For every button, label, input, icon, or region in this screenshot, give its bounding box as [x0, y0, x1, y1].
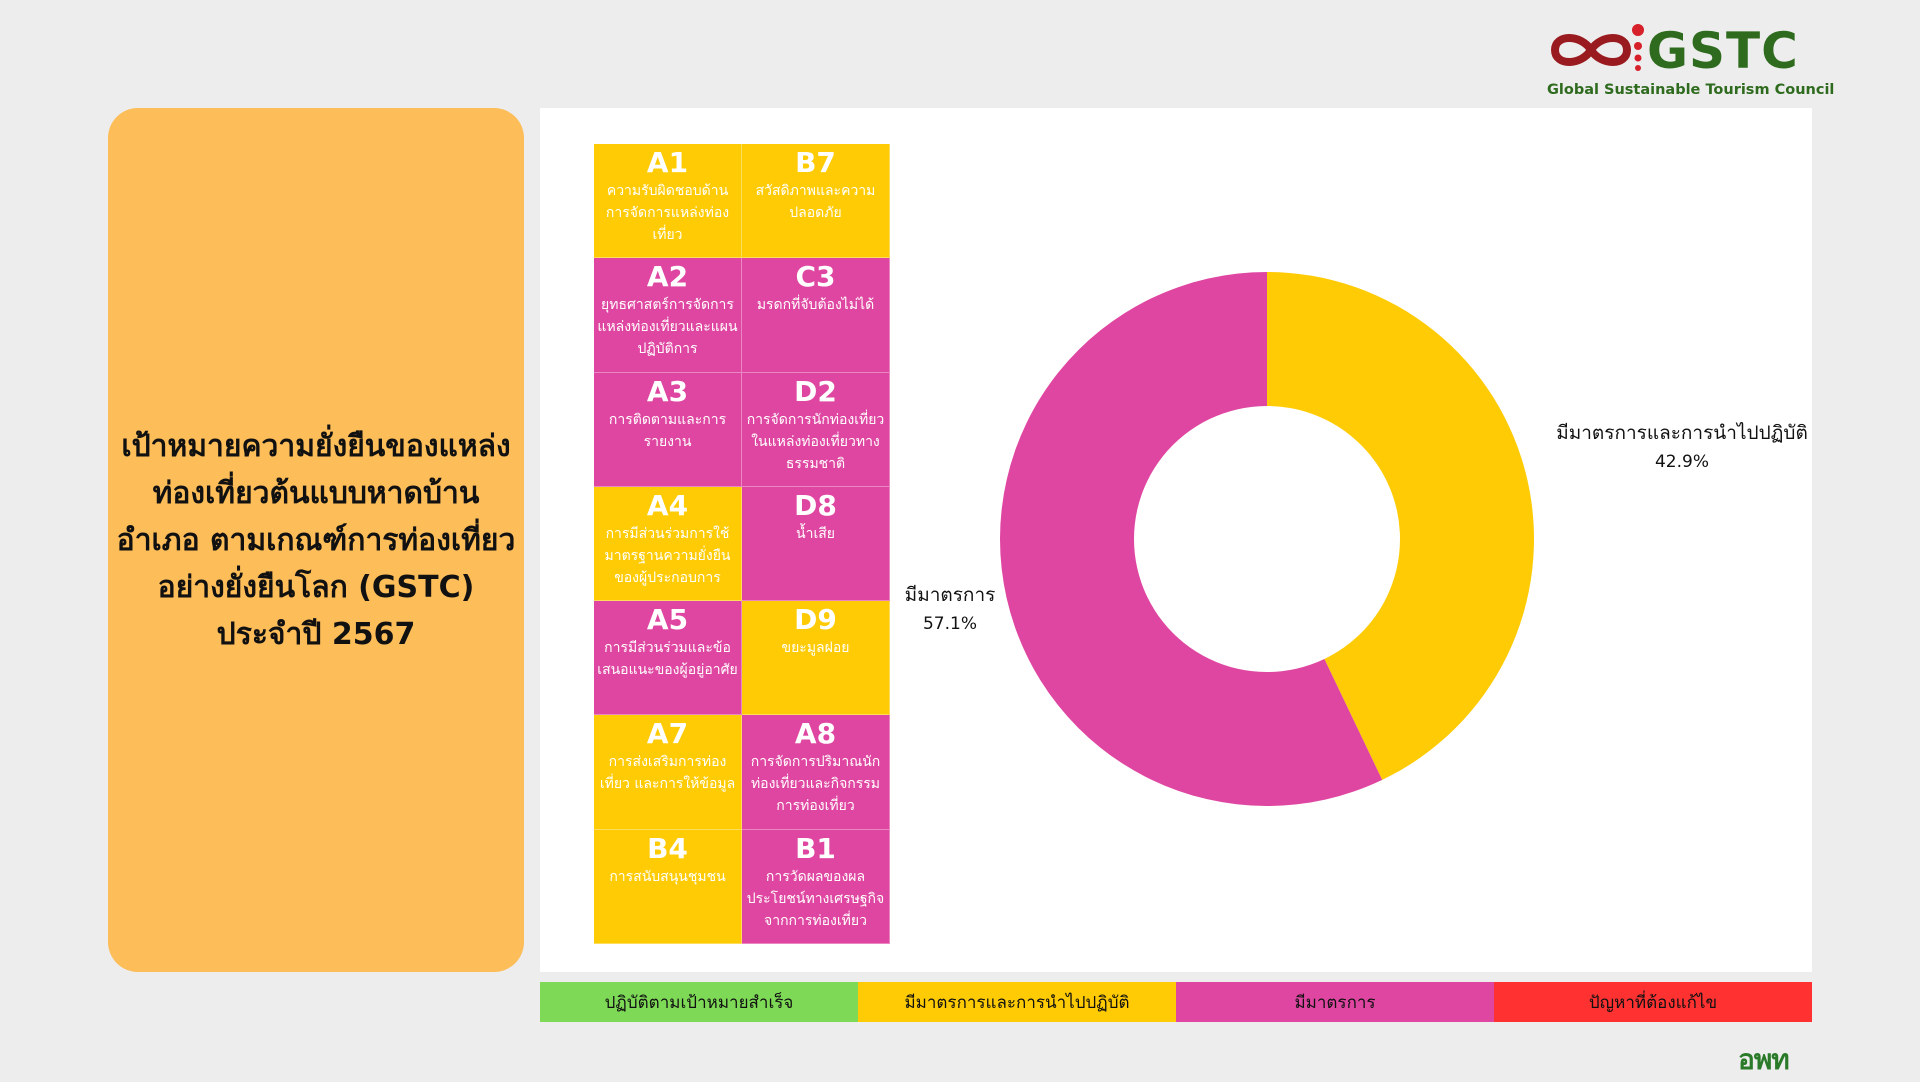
gstc-logo: GSTC Global Sustainable Tourism Council: [1545, 22, 1834, 102]
criterion-label: สวัสดิภาพและความปลอดภัย: [755, 183, 876, 221]
legend-item: มีมาตรการและการนำไปปฏิบัติ: [858, 982, 1176, 1022]
criterion-code: D8: [794, 488, 837, 522]
page-title: เป้าหมายความยั่งยืนของแหล่งท่องเที่ยวต้น…: [116, 428, 516, 652]
criterion-cell: A5 การมีส่วนร่วมและข้อเสนอแนะของผู้อยู่อา…: [594, 601, 742, 716]
criterion-cell: D9 ขยะมูลฝอย: [742, 601, 890, 716]
title-card: เป้าหมายความยั่งยืนของแหล่งท่องเที่ยวต้น…: [108, 108, 524, 972]
slice-value-label: 57.1%: [923, 614, 977, 634]
criterion-code: A4: [646, 488, 689, 522]
donut-slice: [1000, 272, 1383, 806]
criterion-label: น้ำเสีย: [796, 525, 835, 542]
criterion-cell: A7 การส่งเสริมการท่องเที่ยว และการให้ข้อม…: [594, 715, 742, 830]
criterion-label: ยุทธศาสตร์การจัดการแหล่งท่องเที่ยวและแผน…: [597, 297, 738, 358]
criterion-cell: A1 ความรับผิดชอบด้านการจัดการแหล่งท่องเที…: [594, 144, 742, 259]
criterion-cell: D8 น้ำเสีย: [742, 486, 890, 602]
criterion-cell: A8 การจัดการปริมาณนักท่องเที่ยวและกิจกรรม…: [742, 715, 890, 830]
logo-tagline: Global Sustainable Tourism Council: [1547, 82, 1835, 98]
slice-label: มีมาตรการ: [905, 584, 996, 606]
criterion-cell: B7 สวัสดิภาพและความปลอดภัย: [742, 144, 890, 259]
criteria-grid: A1 ความรับผิดชอบด้านการจัดการแหล่งท่องเที…: [594, 144, 890, 944]
logo-wordmark: GSTC: [1647, 22, 1799, 80]
legend-item: ปฏิบัติตามเป้าหมายสำเร็จ: [540, 982, 858, 1022]
criterion-label: การจัดการปริมาณนักท่องเที่ยวและกิจกรรมกา…: [750, 754, 881, 815]
donut-chart: มีมาตรการและการนำไปปฏิบัติ 42.9% มีมาตรการ…: [905, 272, 1808, 806]
criterion-code: C3: [795, 260, 836, 294]
criterion-code: B1: [795, 831, 836, 865]
criterion-code: A5: [646, 603, 689, 637]
criterion-label: การมีส่วนร่วมและข้อเสนอแนะของผู้อยู่อาศั…: [597, 640, 738, 679]
criterion-label: การส่งเสริมการท่องเที่ยว และการให้ข้อมูล: [599, 754, 736, 793]
legend-item: ปัญหาที่ต้องแก้ไข: [1494, 982, 1812, 1022]
criterion-label: ความรับผิดชอบด้านการจัดการแหล่งท่องเที่ย…: [605, 183, 730, 243]
criterion-label: ขยะมูลฝอย: [781, 640, 850, 657]
criterion-cell: A2 ยุทธศาสตร์การจัดการแหล่งท่องเที่ยวและแ…: [594, 258, 742, 373]
criterion-code: A7: [646, 717, 689, 751]
criterion-label: การติดตามและการรายงาน: [608, 411, 727, 450]
criterion-label: การสนับสนุนชุมชน: [609, 868, 726, 885]
criterion-code: D9: [794, 603, 837, 637]
criterion-cell: D2 การจัดการนักท่องเที่ยวในแหล่งท่องเที่ย…: [742, 372, 890, 487]
criterion-cell: B1 การวัดผลของผลประโยชน์ทางเศรษฐกิจจากการ…: [742, 829, 890, 944]
criterion-cell: C3 มรดกที่จับต้องไม่ได้: [742, 258, 890, 373]
criterion-label: การวัดผลของผลประโยชน์ทางเศรษฐกิจจากการท่…: [746, 868, 885, 929]
gstc-infinity-logo-icon: [1550, 24, 1644, 71]
criterion-label: การจัดการนักท่องเที่ยวในแหล่งท่องเที่ยวท…: [746, 411, 885, 472]
slice-value-label: 42.9%: [1655, 452, 1709, 472]
slice-label: มีมาตรการและการนำไปปฏิบัติ: [1556, 422, 1808, 444]
criterion-code: A1: [646, 146, 689, 179]
criterion-code: D2: [794, 374, 837, 408]
legend-item: มีมาตรการ: [1176, 982, 1494, 1022]
criterion-code: A2: [646, 260, 689, 294]
status-legend: ปฏิบัติตามเป้าหมายสำเร็จ มีมาตรการและการน…: [540, 982, 1812, 1022]
criterion-label: การมีส่วนร่วมการใช้มาตรฐานความยั่งยืนของ…: [604, 525, 731, 586]
criterion-label: มรดกที่จับต้องไม่ได้: [756, 297, 875, 314]
criterion-code: B7: [795, 146, 836, 179]
criterion-cell: B4 การสนับสนุนชุมชน: [594, 829, 742, 944]
donut-slice: [1267, 272, 1534, 780]
criterion-code: A3: [646, 374, 689, 408]
criterion-code: A8: [794, 717, 837, 751]
criterion-cell: A4 การมีส่วนร่วมการใช้มาตรฐานความยั่งยืนข…: [594, 486, 742, 602]
criterion-cell: A3 การติดตามและการรายงาน: [594, 372, 742, 487]
criterion-code: B4: [647, 831, 688, 865]
footer-brand-logo: อพท: [1738, 1043, 1790, 1076]
